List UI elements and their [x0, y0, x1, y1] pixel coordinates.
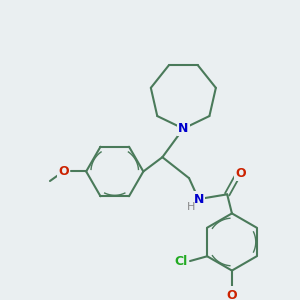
Text: O: O [226, 289, 237, 300]
Text: N: N [178, 122, 188, 135]
Text: O: O [235, 167, 246, 180]
Text: Cl: Cl [174, 254, 187, 268]
Text: H: H [187, 202, 195, 212]
Text: N: N [194, 193, 204, 206]
Text: O: O [58, 165, 69, 178]
